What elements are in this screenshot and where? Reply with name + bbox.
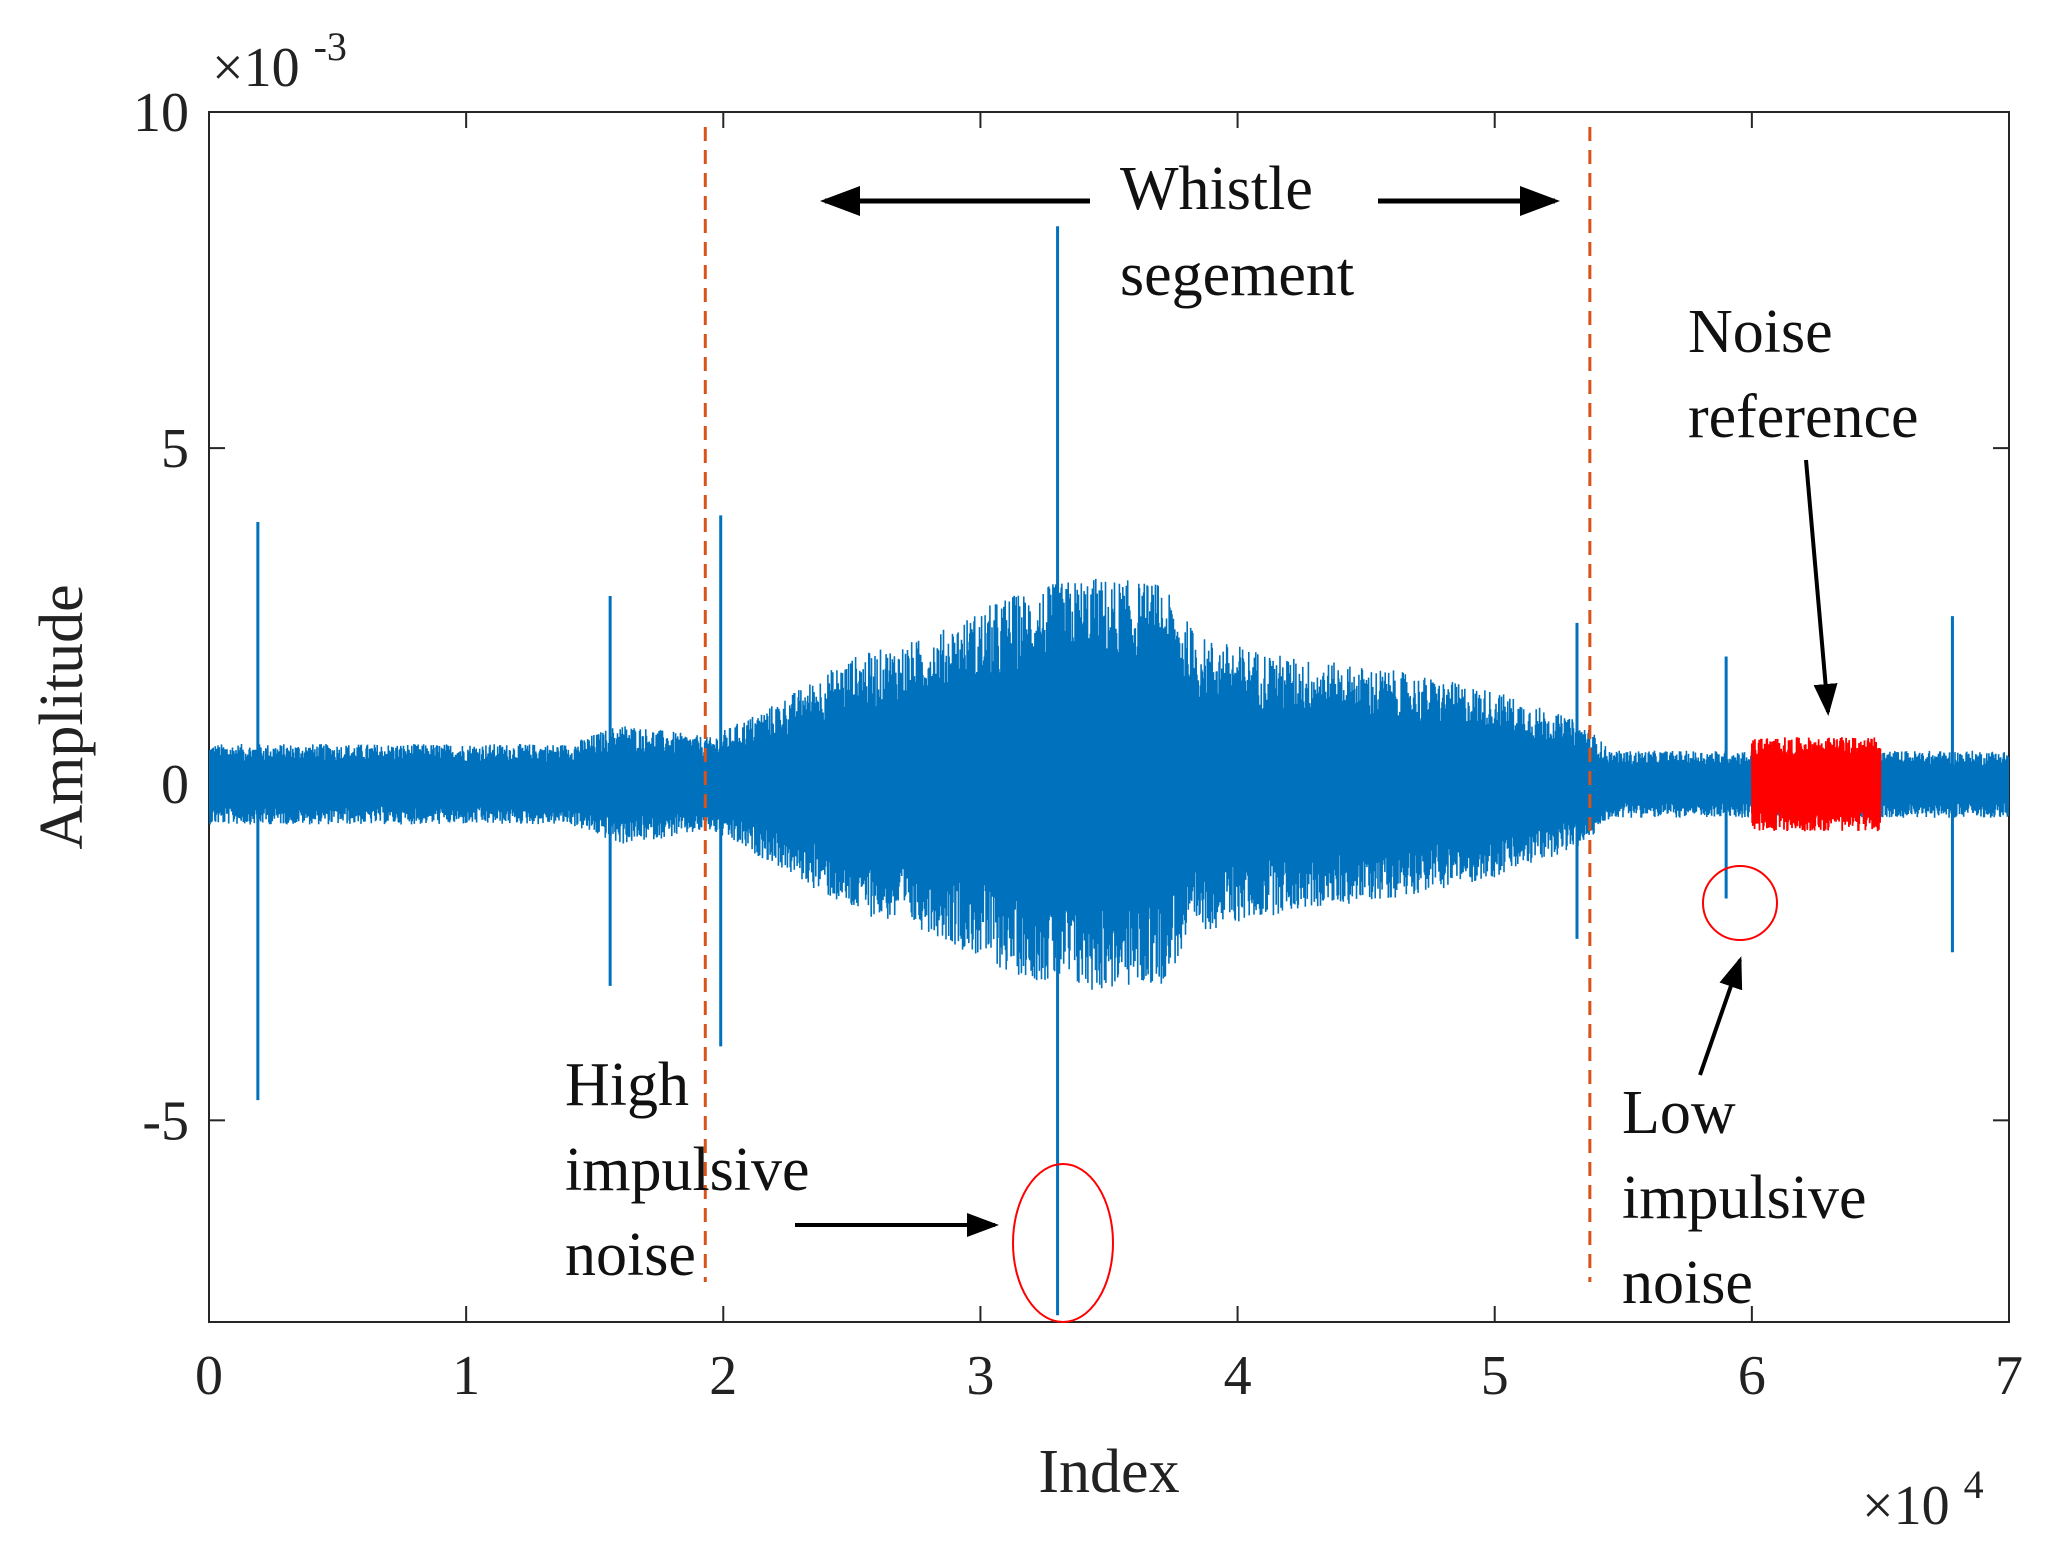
y-tick-label: 0	[161, 754, 189, 816]
y-multiplier: ×10 -3	[212, 24, 347, 99]
x-tick-label: 5	[1481, 1345, 1509, 1407]
noise-reference-arrow	[1804, 459, 1838, 716]
high-impulsive-label-line1: High	[565, 1051, 689, 1119]
whistle-label-line2: segement	[1120, 241, 1354, 309]
low-impulsive-annotation: Low impulsive noise	[1622, 865, 1867, 1317]
x-axis-ticks: 0 1 2 3 4 5 6 7	[195, 112, 2023, 1407]
y-axis-label: Amplitude	[28, 584, 96, 849]
y-tick-label: 10	[133, 82, 189, 144]
x-tick-label: 3	[966, 1345, 994, 1407]
x-tick-label: 1	[452, 1345, 480, 1407]
low-impulsive-label-line2: impulsive	[1622, 1164, 1867, 1232]
x-axis-label: Index	[1038, 1438, 1179, 1506]
noise-reference-series-line	[1751, 737, 1882, 832]
high-impulsive-annotation: High impulsive noise	[565, 1051, 1114, 1323]
series-layer	[209, 226, 2009, 1316]
signal-series-line	[209, 578, 2009, 990]
low-impulsive-label-line1: Low	[1622, 1079, 1736, 1147]
y-tick-label: 5	[161, 418, 189, 480]
x-tick-label: 2	[709, 1345, 737, 1407]
x-tick-label: 6	[1738, 1345, 1766, 1407]
y-axis-ticks: -5 0 5 10	[133, 82, 2009, 1152]
x-tick-label: 0	[195, 1345, 223, 1407]
x-tick-label: 4	[1224, 1345, 1252, 1407]
low-impulsive-arrow	[1698, 956, 1743, 1076]
whistle-label-line1: Whistle	[1120, 155, 1313, 223]
impulse-spikes	[256, 226, 1954, 1316]
x-multiplier: ×10 4	[1862, 1462, 1984, 1537]
low-impulse-marker-circle	[1702, 865, 1778, 941]
noise-reference-annotation: Noise reference	[1688, 298, 1919, 716]
high-impulse-marker-circle	[1012, 1163, 1114, 1323]
noise-reference-label-line1: Noise	[1688, 298, 1833, 366]
high-impulsive-label-line3: noise	[565, 1221, 696, 1289]
whistle-boundaries	[703, 127, 1592, 1282]
x-tick-label: 7	[1995, 1345, 2023, 1407]
low-impulsive-label-line3: noise	[1622, 1249, 1753, 1317]
high-impulsive-label-line2: impulsive	[565, 1136, 810, 1204]
noise-reference-label-line2: reference	[1688, 383, 1919, 451]
whistle-annotation: Whistle segement	[820, 155, 1560, 309]
y-tick-label: -5	[142, 1090, 189, 1152]
